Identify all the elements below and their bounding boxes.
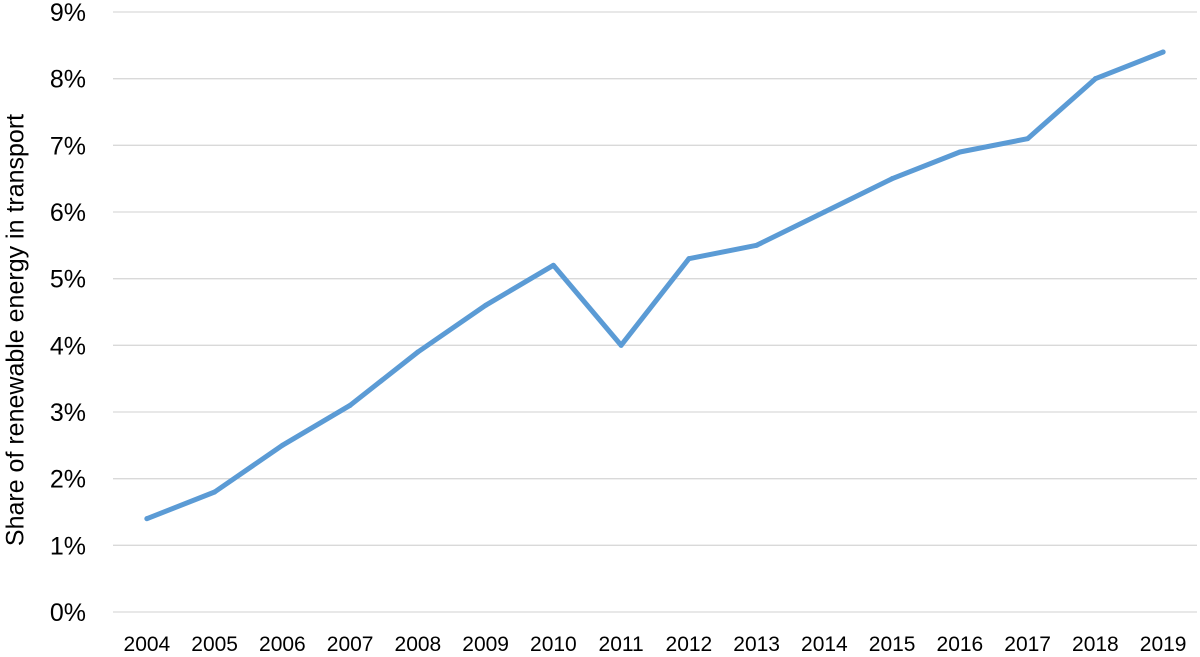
x-tick-label: 2009 — [462, 633, 509, 656]
x-tick-label: 2005 — [191, 633, 238, 656]
data-point — [279, 442, 285, 448]
x-tick-label: 2015 — [869, 633, 916, 656]
data-point — [144, 516, 150, 522]
y-tick-label: 8% — [50, 66, 86, 94]
x-tick-label: 2007 — [327, 633, 374, 656]
data-point — [889, 176, 895, 182]
x-tick-label: 2018 — [1072, 633, 1119, 656]
data-point — [415, 349, 421, 355]
x-tick-label: 2012 — [666, 633, 713, 656]
y-tick-label: 4% — [50, 332, 86, 360]
x-tick-labels: 2004 2005 2006 2007 2008 2009 2010 2011 2012 2013… — [124, 633, 1187, 656]
x-tick-label: 2017 — [1004, 633, 1051, 656]
y-tick-label: 9% — [50, 0, 86, 27]
y-tick-label: 3% — [50, 399, 86, 427]
y-tick-label: 2% — [50, 466, 86, 494]
y-tick-labels: 0% 1% 2% 3% 4% 5% 6% 7% 8% 9% — [50, 0, 86, 627]
data-point — [821, 209, 827, 215]
series-line — [144, 49, 1166, 522]
data-point — [686, 256, 692, 262]
data-point — [483, 302, 489, 308]
x-tick-label: 2014 — [801, 633, 848, 656]
x-tick-label: 2008 — [395, 633, 442, 656]
y-tick-label: 6% — [50, 199, 86, 227]
data-point — [347, 402, 353, 408]
data-point — [550, 262, 556, 268]
data-point — [754, 242, 760, 248]
y-tick-label: 1% — [50, 532, 86, 560]
y-tick-label: 0% — [50, 599, 86, 627]
x-tick-label: 2004 — [124, 633, 171, 656]
x-tick-label: 2011 — [599, 633, 644, 656]
data-point — [1025, 136, 1031, 142]
y-tick-label: 7% — [50, 132, 86, 160]
series-lines — [144, 49, 1166, 522]
x-tick-label: 2010 — [530, 633, 577, 656]
gridlines — [113, 11, 1197, 613]
data-point — [1092, 76, 1098, 82]
x-tick-label: 2013 — [733, 633, 780, 656]
data-point — [1160, 49, 1166, 55]
x-tick-label: 2016 — [937, 633, 984, 656]
data-point — [618, 342, 624, 348]
x-tick-label: 2006 — [259, 633, 306, 656]
x-tick-label: 2019 — [1140, 633, 1187, 656]
y-tick-label: 5% — [50, 266, 86, 294]
data-point — [212, 489, 218, 495]
data-point — [957, 149, 963, 155]
